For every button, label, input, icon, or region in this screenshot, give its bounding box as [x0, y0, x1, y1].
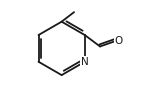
Text: N: N	[81, 57, 89, 67]
Text: O: O	[114, 36, 123, 46]
